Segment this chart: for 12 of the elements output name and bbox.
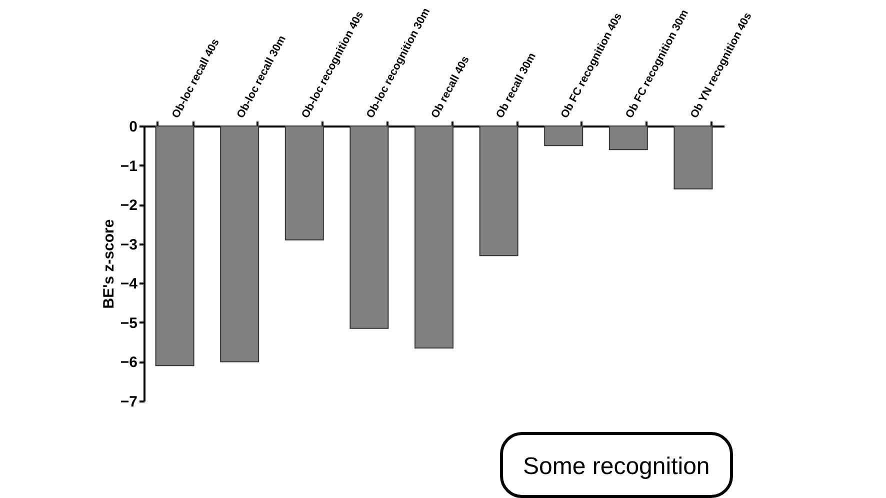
- callout-box: Some recognition: [500, 432, 733, 498]
- y-tick-label: −3: [120, 236, 138, 254]
- y-tick-label: −2: [120, 197, 138, 214]
- y-tick-label: −7: [120, 394, 138, 410]
- y-tick-label: −1: [120, 158, 138, 175]
- y-tick-label: 0: [129, 118, 138, 136]
- y-axis-title: BE's z-score: [100, 219, 118, 309]
- x-tick-label: Ob recall 40s: [429, 54, 472, 120]
- y-tick-label: −4: [120, 276, 138, 293]
- x-tick-label: Ob recall 30m: [494, 50, 539, 120]
- y-tick-label: −6: [120, 354, 138, 372]
- y-tick-label: −5: [120, 314, 138, 332]
